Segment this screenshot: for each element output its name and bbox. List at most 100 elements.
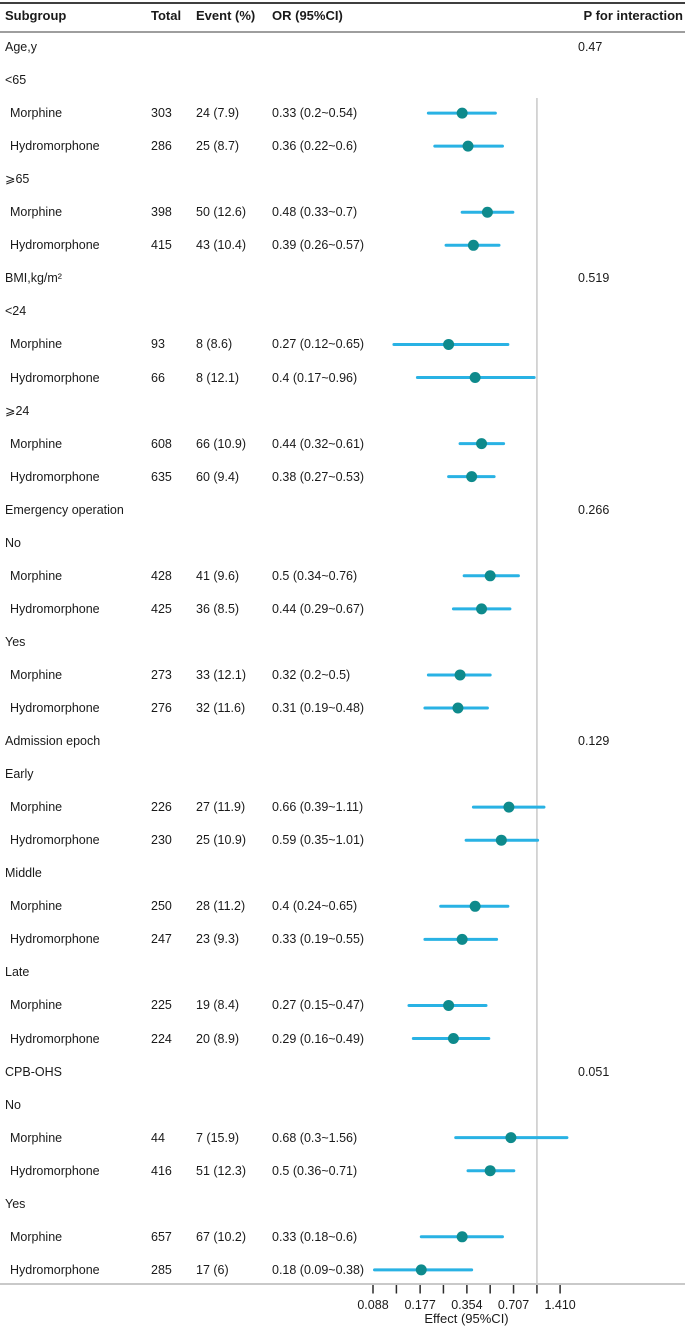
axis-tick-label: 0.177	[404, 1298, 435, 1312]
table-row: Hydromorphone 247 23 (9.3) 0.33 (0.19~0.55)	[0, 923, 685, 955]
axis-tick-label: 0.088	[357, 1298, 388, 1312]
total-value: 224	[151, 1031, 172, 1046]
event-value: 8 (12.1)	[196, 370, 240, 385]
arm-label: Morphine	[10, 436, 63, 451]
table-row: Middle	[0, 857, 685, 889]
group-label: BMI,kg/m²	[5, 271, 62, 286]
total-value: 44	[151, 1130, 165, 1145]
group-label: CPB-OHS	[5, 1064, 62, 1079]
p-interaction-value: 0.129	[578, 734, 610, 749]
table-row: Morphine 250 28 (11.2) 0.4 (0.24~0.65)	[0, 890, 685, 922]
arm-label: Hydromorphone	[10, 601, 100, 616]
arm-label: Morphine	[10, 205, 63, 220]
arm-label: Hydromorphone	[10, 370, 100, 385]
total-value: 250	[151, 899, 172, 914]
table-row: Morphine 93 8 (8.6) 0.27 (0.12~0.65)	[0, 328, 685, 360]
axis-tick-label: 1.410	[544, 1298, 575, 1312]
event-value: 32 (11.6)	[196, 701, 246, 715]
table-row: Yes	[0, 626, 685, 658]
event-value: 7 (15.9)	[196, 1130, 240, 1145]
event-value: 43 (10.4)	[196, 238, 247, 253]
table-row: Hydromorphone 230 25 (10.9) 0.59 (0.35~1.01…	[0, 824, 685, 856]
total-value: 273	[151, 667, 172, 682]
table-row: Morphine 273 33 (12.1) 0.32 (0.2~0.5)	[0, 659, 685, 691]
group-label: Age,y	[5, 40, 37, 54]
total-value: 657	[151, 1229, 172, 1244]
event-value: 8 (8.6)	[196, 337, 233, 352]
subgroup-label: No	[5, 535, 21, 550]
subgroup-label: Yes	[5, 634, 26, 649]
arm-label: Morphine	[10, 998, 63, 1013]
total-value: 635	[151, 469, 172, 484]
or-ci-text: 0.32 (0.2~0.5)	[272, 667, 351, 682]
table-row: <65	[0, 64, 685, 96]
event-value: 20 (8.9)	[196, 1031, 240, 1046]
group-label: Emergency operation	[5, 502, 124, 517]
total-value: 285	[151, 1262, 172, 1277]
table-row: No	[0, 527, 685, 559]
p-interaction-value: 0.266	[578, 502, 610, 517]
arm-label: Morphine	[10, 568, 63, 583]
or-ci-text: 0.33 (0.2~0.54)	[272, 106, 358, 121]
event-value: 23 (9.3)	[196, 932, 240, 947]
table-row: Late	[0, 956, 685, 988]
subgroup-label: ⩾24	[5, 403, 30, 418]
table-row: Yes	[0, 1188, 685, 1220]
or-ci-text: 0.44 (0.32~0.61)	[272, 436, 365, 451]
table-row: Morphine 303 24 (7.9) 0.33 (0.2~0.54)	[0, 97, 685, 129]
header-total: Total	[151, 8, 182, 23]
table-row: ⩾65	[0, 163, 685, 195]
table-row: Hydromorphone 285 17 (6) 0.18 (0.09~0.38)	[0, 1254, 685, 1286]
arm-label: Hydromorphone	[10, 833, 100, 848]
axis-tick-label: 0.354	[451, 1298, 482, 1312]
or-ci-text: 0.48 (0.33~0.7)	[272, 205, 358, 220]
table-row: ⩾24	[0, 395, 685, 427]
or-ci-text: 0.5 (0.36~0.71)	[272, 1163, 358, 1178]
total-value: 66	[151, 370, 165, 385]
axis-tick-label: 0.707	[498, 1298, 529, 1312]
or-ci-text: 0.18 (0.09~0.38)	[272, 1262, 365, 1277]
event-value: 41 (9.6)	[196, 568, 240, 583]
arm-label: Hydromorphone	[10, 139, 100, 154]
total-value: 276	[151, 701, 172, 715]
or-ci-text: 0.66 (0.39~1.11)	[272, 800, 364, 815]
arm-label: Hydromorphone	[10, 238, 100, 253]
p-interaction-value: 0.47	[578, 40, 603, 54]
header-underline	[0, 31, 685, 33]
or-ci-text: 0.29 (0.16~0.49)	[272, 1031, 365, 1046]
subgroup-label: No	[5, 1097, 21, 1112]
arm-label: Morphine	[10, 1130, 63, 1145]
or-ci-text: 0.38 (0.27~0.53)	[272, 469, 365, 484]
arm-label: Morphine	[10, 106, 63, 121]
arm-label: Hydromorphone	[10, 1262, 100, 1277]
event-value: 24 (7.9)	[196, 106, 240, 121]
arm-label: Morphine	[10, 800, 63, 815]
event-value: 27 (11.9)	[196, 800, 246, 815]
total-value: 247	[151, 932, 172, 947]
header-p-interaction: P for interaction	[583, 8, 683, 23]
event-value: 67 (10.2)	[196, 1229, 247, 1244]
table-row: Hydromorphone 286 25 (8.7) 0.36 (0.22~0.6)	[0, 130, 685, 162]
header-event: Event (%)	[196, 8, 256, 23]
table-row: Admission epoch 0.129	[0, 725, 685, 757]
event-value: 51 (12.3)	[196, 1163, 247, 1178]
total-value: 230	[151, 833, 172, 848]
header-or: OR (95%CI)	[272, 8, 343, 23]
event-value: 60 (9.4)	[196, 469, 240, 484]
or-ci-text: 0.68 (0.3~1.56)	[272, 1130, 358, 1145]
table-row: Age,y 0.47	[0, 31, 685, 63]
event-value: 36 (8.5)	[196, 601, 240, 616]
or-ci-text: 0.27 (0.12~0.65)	[272, 337, 365, 352]
table-top-border	[0, 2, 685, 4]
event-value: 50 (12.6)	[196, 205, 247, 220]
event-value: 28 (11.2)	[196, 899, 246, 914]
total-value: 286	[151, 139, 172, 154]
arm-label: Hydromorphone	[10, 701, 100, 715]
table-row: Hydromorphone 416 51 (12.3) 0.5 (0.36~0.71)	[0, 1155, 685, 1187]
arm-label: Hydromorphone	[10, 1163, 100, 1178]
subgroup-label: Early	[5, 767, 34, 782]
arm-label: Morphine	[10, 667, 63, 682]
x-axis-title: Effect (95%CI)	[424, 1311, 509, 1326]
table-row: Hydromorphone 425 36 (8.5) 0.44 (0.29~0.67)	[0, 593, 685, 625]
